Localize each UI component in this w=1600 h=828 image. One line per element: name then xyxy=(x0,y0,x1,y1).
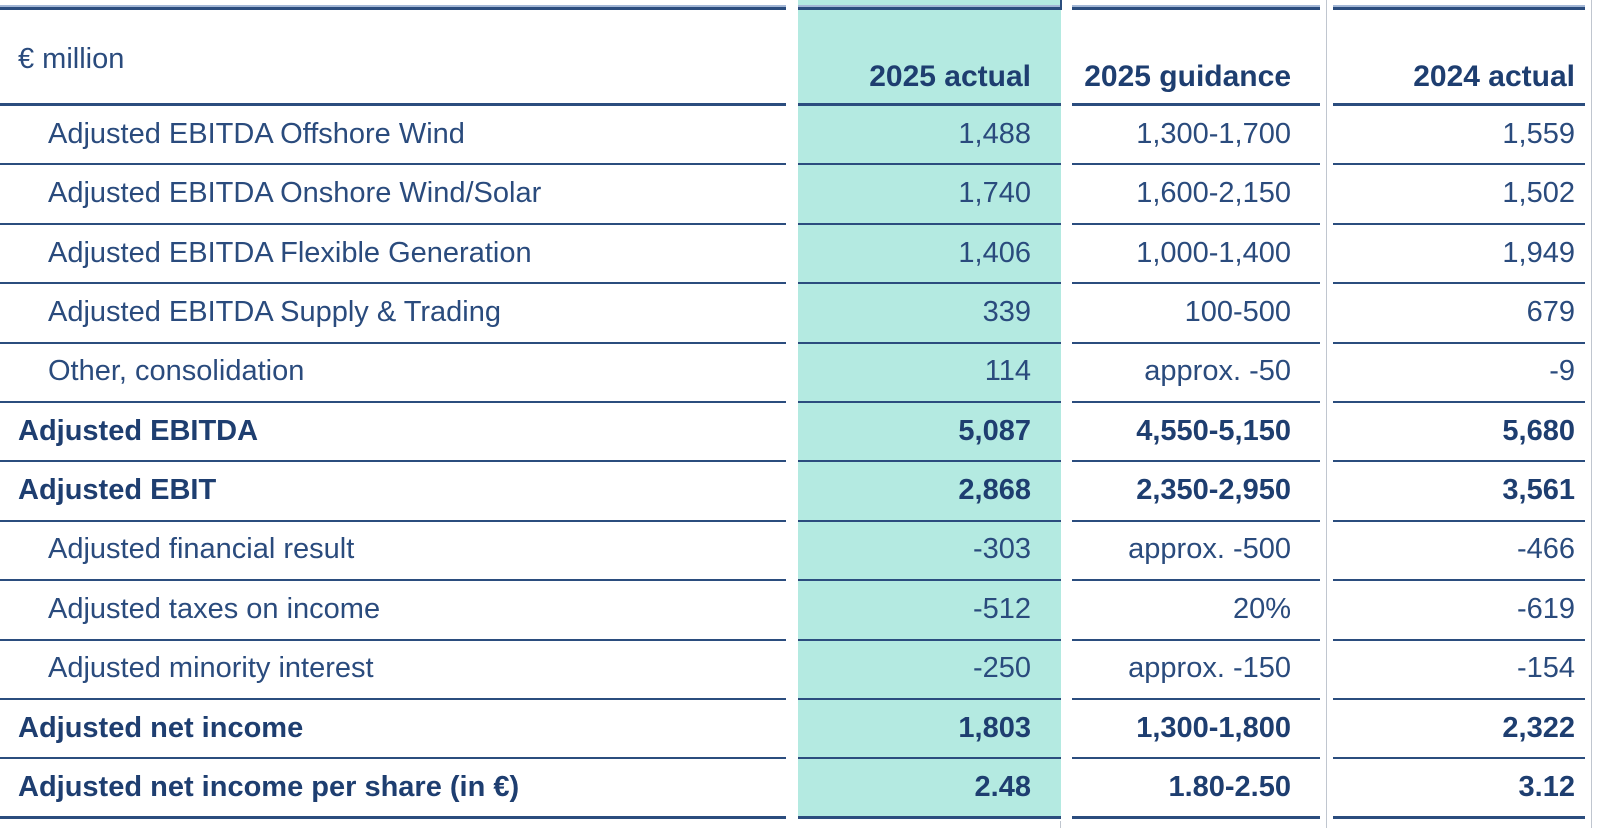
row-label: Adjusted EBITDA Flexible Generation xyxy=(0,225,786,285)
unit-label: € million xyxy=(0,10,786,106)
value-2025-guidance: 2,350-2,950 xyxy=(1072,462,1320,522)
table-row: Adjusted minority interest -250 approx. … xyxy=(0,640,1600,700)
table-right-edge-line xyxy=(1591,0,1592,828)
table-row: Adjusted EBITDA Flexible Generation 1,40… xyxy=(0,224,1600,285)
top-rule-segment-highlight xyxy=(798,0,1061,10)
table-row-total: Adjusted net income per share (in €) 2.4… xyxy=(0,759,1600,819)
value-2024-actual: -154 xyxy=(1333,641,1585,700)
column-header-2024-actual: 2024 actual xyxy=(1333,10,1585,106)
value-2025-guidance: 1,300-1,800 xyxy=(1072,700,1320,760)
top-rule-segment xyxy=(1333,0,1585,10)
column-divider-line xyxy=(1326,0,1327,828)
value-2024-actual: -9 xyxy=(1333,344,1585,403)
row-label: Adjusted financial result xyxy=(0,522,786,582)
value-2025-guidance: 20% xyxy=(1072,581,1320,641)
table-header-row: € million 2025 actual 2025 guidance 2024… xyxy=(0,10,1600,106)
value-2024-actual: 679 xyxy=(1333,284,1585,344)
value-2025-actual: 339 xyxy=(798,284,1061,344)
row-label: Adjusted taxes on income xyxy=(0,581,786,641)
row-label: Adjusted EBIT xyxy=(0,462,786,522)
row-label: Adjusted net income per share (in €) xyxy=(0,759,786,819)
value-2024-actual: -466 xyxy=(1333,522,1585,582)
value-2025-actual: -250 xyxy=(798,640,1061,700)
table-row: Other, consolidation 114 approx. -50 -9 xyxy=(0,343,1600,403)
column-header-2025-guidance: 2025 guidance xyxy=(1072,10,1320,106)
top-rule-segment xyxy=(0,0,786,10)
value-2025-guidance: approx. -50 xyxy=(1072,344,1320,403)
value-2024-actual: 5,680 xyxy=(1333,403,1585,463)
value-2025-actual: 2.48 xyxy=(798,759,1061,819)
value-2025-actual: 1,803 xyxy=(798,699,1061,760)
table-row: Adjusted EBITDA Offshore Wind 1,488 1,30… xyxy=(0,106,1600,166)
value-2025-actual: 1,740 xyxy=(798,165,1061,225)
row-label: Adjusted EBITDA xyxy=(0,403,786,463)
table-top-rule xyxy=(0,0,1600,10)
value-2025-guidance: 1,600-2,150 xyxy=(1072,165,1320,225)
value-2024-actual: 2,322 xyxy=(1333,700,1585,760)
table-row: Adjusted financial result -303 approx. -… xyxy=(0,521,1600,582)
value-2025-actual: 2,868 xyxy=(798,462,1061,522)
row-label: Adjusted EBITDA Onshore Wind/Solar xyxy=(0,165,786,225)
value-2025-actual: -512 xyxy=(798,581,1061,641)
value-2025-guidance: approx. -500 xyxy=(1072,522,1320,582)
table-row: Adjusted EBITDA Supply & Trading 339 100… xyxy=(0,284,1600,344)
value-2024-actual: 1,949 xyxy=(1333,225,1585,285)
value-2025-guidance: 1,000-1,400 xyxy=(1072,225,1320,285)
row-label: Adjusted EBITDA Supply & Trading xyxy=(0,284,786,344)
row-label: Other, consolidation xyxy=(0,344,786,403)
value-2025-actual: 1,488 xyxy=(798,106,1061,166)
value-2024-actual: 3.12 xyxy=(1333,759,1585,819)
top-rule-segment xyxy=(1072,0,1320,10)
table-row: Adjusted EBITDA Onshore Wind/Solar 1,740… xyxy=(0,165,1600,225)
value-2025-guidance: approx. -150 xyxy=(1072,641,1320,700)
value-2024-actual: 1,502 xyxy=(1333,165,1585,225)
row-label: Adjusted net income xyxy=(0,700,786,760)
row-label: Adjusted minority interest xyxy=(0,641,786,700)
table-row-total: Adjusted EBITDA 5,087 4,550-5,150 5,680 xyxy=(0,402,1600,463)
highlight-column-bottom-edge-line xyxy=(1060,821,1061,828)
value-2025-actual: 5,087 xyxy=(798,402,1061,463)
value-2024-actual: 3,561 xyxy=(1333,462,1585,522)
value-2024-actual: -619 xyxy=(1333,581,1585,641)
value-2025-guidance: 1.80-2.50 xyxy=(1072,759,1320,819)
value-2025-actual: -303 xyxy=(798,521,1061,582)
value-2025-actual: 114 xyxy=(798,343,1061,403)
value-2025-guidance: 100-500 xyxy=(1072,284,1320,344)
table-row-total: Adjusted EBIT 2,868 2,350-2,950 3,561 xyxy=(0,462,1600,522)
value-2025-actual: 1,406 xyxy=(798,224,1061,285)
row-label: Adjusted EBITDA Offshore Wind xyxy=(0,106,786,166)
column-header-2025-actual: 2025 actual xyxy=(798,10,1061,106)
highlight-column-top-edge-line xyxy=(1060,0,1062,10)
table-row-total: Adjusted net income 1,803 1,300-1,800 2,… xyxy=(0,699,1600,760)
table-row: Adjusted taxes on income -512 20% -619 xyxy=(0,581,1600,641)
value-2024-actual: 1,559 xyxy=(1333,106,1585,166)
value-2025-guidance: 4,550-5,150 xyxy=(1072,403,1320,463)
value-2025-guidance: 1,300-1,700 xyxy=(1072,106,1320,166)
